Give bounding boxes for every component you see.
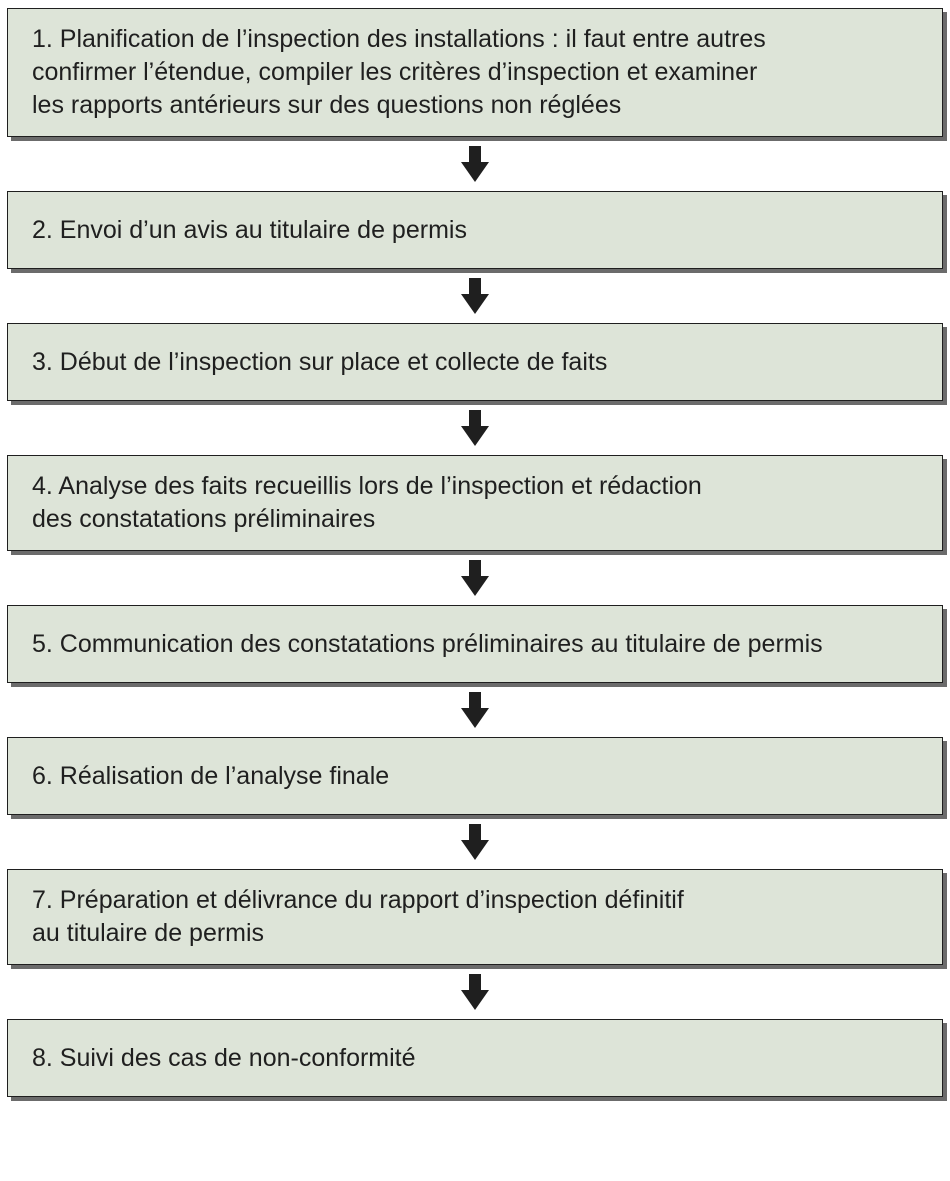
flow-step-2: 2. Envoi d’un avis au titulaire de permi…: [7, 191, 943, 269]
step-box: 6. Réalisation de l’analyse finale: [7, 737, 943, 815]
flow-step-3: 3. Début de l’inspection sur place et co…: [7, 323, 943, 401]
down-arrow-icon: [455, 137, 495, 191]
step-label: 2. Envoi d’un avis au titulaire de permi…: [32, 214, 467, 247]
down-arrow-icon: [455, 401, 495, 455]
step-label: 1. Planification de l’inspection des ins…: [32, 23, 766, 122]
step-box: 7. Préparation et délivrance du rapport …: [7, 869, 943, 965]
step-label: 8. Suivi des cas de non-conformité: [32, 1042, 416, 1075]
down-arrow-icon: [455, 815, 495, 869]
flow-step-5: 5. Communication des constatations préli…: [7, 605, 943, 683]
step-box: 8. Suivi des cas de non-conformité: [7, 1019, 943, 1097]
step-box: 4. Analyse des faits recueillis lors de …: [7, 455, 943, 551]
down-arrow-icon: [455, 683, 495, 737]
flow-step-8: 8. Suivi des cas de non-conformité: [7, 1019, 943, 1097]
flow-step-6: 6. Réalisation de l’analyse finale: [7, 737, 943, 815]
flow-step-1: 1. Planification de l’inspection des ins…: [7, 8, 943, 137]
down-arrow-icon: [455, 965, 495, 1019]
step-box: 5. Communication des constatations préli…: [7, 605, 943, 683]
flowchart: 1. Planification de l’inspection des ins…: [4, 8, 946, 1097]
step-label: 6. Réalisation de l’analyse finale: [32, 760, 389, 793]
step-label: 3. Début de l’inspection sur place et co…: [32, 346, 607, 379]
step-label: 7. Préparation et délivrance du rapport …: [32, 884, 684, 950]
down-arrow-icon: [455, 551, 495, 605]
flow-step-4: 4. Analyse des faits recueillis lors de …: [7, 455, 943, 551]
step-box: 3. Début de l’inspection sur place et co…: [7, 323, 943, 401]
down-arrow-icon: [455, 269, 495, 323]
step-box: 2. Envoi d’un avis au titulaire de permi…: [7, 191, 943, 269]
step-box: 1. Planification de l’inspection des ins…: [7, 8, 943, 137]
step-label: 4. Analyse des faits recueillis lors de …: [32, 470, 702, 536]
flow-step-7: 7. Préparation et délivrance du rapport …: [7, 869, 943, 965]
step-label: 5. Communication des constatations préli…: [32, 628, 823, 661]
